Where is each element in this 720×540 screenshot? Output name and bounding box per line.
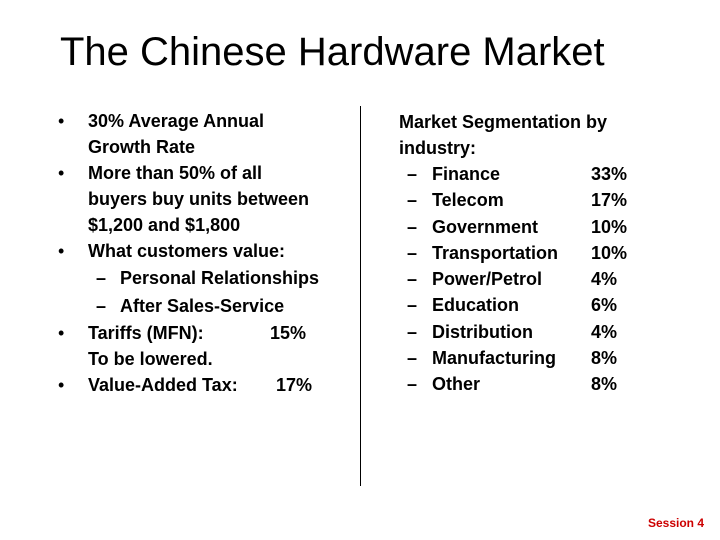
bullet-text: $1,200 and $1,800 [88,215,241,235]
segment-name: Manufacturing [432,348,556,369]
segment-percent: 6% [591,295,618,316]
bullet-marker: • [58,163,65,183]
segment-name: Finance [432,164,501,184]
bullet-text: buyers buy units between [88,189,310,209]
bullet-tariffs: • Tariffs (MFN): 15% To be lowered. [58,320,348,372]
segment-name: Telecom [432,190,504,211]
segment-row: – Telecom 17% [399,187,649,213]
segment-name: Education [432,295,520,316]
dash-marker: – [407,348,418,369]
bullet-marker: • [58,323,65,343]
bullet-text: Value-Added Tax: 17% [88,372,348,398]
dash-marker: – [96,296,107,316]
market-segmentation-list: Market Segmentation by industry: – Finan… [399,109,649,398]
segment-name: Other [432,374,481,395]
dash-marker: – [407,242,418,263]
bullet-customer-values: • What customers value: [58,238,348,264]
dash-marker: – [407,216,418,237]
segment-row: – Distribution 4% [399,319,649,345]
tariff-value: 15% [270,323,307,343]
slide-title: The Chinese Hardware Market [60,30,605,74]
sub-bullet-text: After Sales-Service [120,296,285,316]
dash-marker: – [407,295,418,316]
segmentation-heading: Market Segmentation by [399,112,608,132]
bullet-value-added-tax: • Value-Added Tax: 17% [58,372,348,398]
segment-name: Transportation [432,242,559,263]
segment-percent: 33% [591,164,628,184]
column-divider [360,106,361,486]
segment-percent: 4% [591,321,618,342]
segmentation-heading: industry: [399,138,477,158]
dash-marker: – [407,164,418,184]
segment-percent: 17% [591,190,628,211]
sub-bullet-text: Personal Relationships [120,268,320,288]
bullet-marker: • [58,241,65,261]
sub-bullet-after-sales-service: – After Sales-Service [58,292,348,320]
segment-name: Power/Petrol [432,269,543,290]
bullet-text: To be lowered. [88,349,213,369]
bullet-marker: • [58,111,65,131]
segment-row: – Power/Petrol 4% [399,266,649,292]
dash-marker: – [96,268,107,288]
segment-name: Distribution [432,321,533,342]
segment-percent: 10% [591,242,628,263]
segment-name: Government [432,216,539,237]
segment-row: – Transportation 10% [399,240,649,266]
bullet-text: Growth Rate [88,137,196,157]
bullet-text: 30% Average Annual [88,111,265,131]
sub-bullet-personal-relationships: – Personal Relationships [58,264,348,292]
dash-marker: – [407,374,418,395]
bullet-text: More than 50% of all [88,163,263,183]
bullet-text: What customers value: [88,241,286,261]
segment-percent: 8% [591,374,618,395]
bullet-buyer-price-range: • More than 50% of all buyers buy units … [58,160,348,238]
dash-marker: – [407,321,418,342]
segment-row: – Manufacturing 8% [399,345,649,371]
dash-marker: – [407,190,418,211]
segment-percent: 8% [591,348,618,369]
vat-label: Value-Added Tax: [88,375,238,395]
left-bullet-list: • 30% Average Annual Growth Rate • More … [58,108,348,398]
segment-row: – Other 8% [399,371,649,397]
segment-row: – Finance 33% [399,161,649,187]
segment-percent: 10% [591,216,628,237]
session-label: Session 4 [647,516,704,530]
segment-row: – Government 10% [399,214,649,240]
tariff-label: Tariffs (MFN): [88,323,204,343]
segment-row: – Education 6% [399,292,649,318]
vat-value: 17% [276,375,313,395]
bullet-marker: • [58,375,65,395]
dash-marker: – [407,269,418,290]
bullet-growth-rate: • 30% Average Annual Growth Rate [58,108,348,160]
bullet-text: Tariffs (MFN): 15% [88,320,348,346]
segment-percent: 4% [591,269,618,290]
